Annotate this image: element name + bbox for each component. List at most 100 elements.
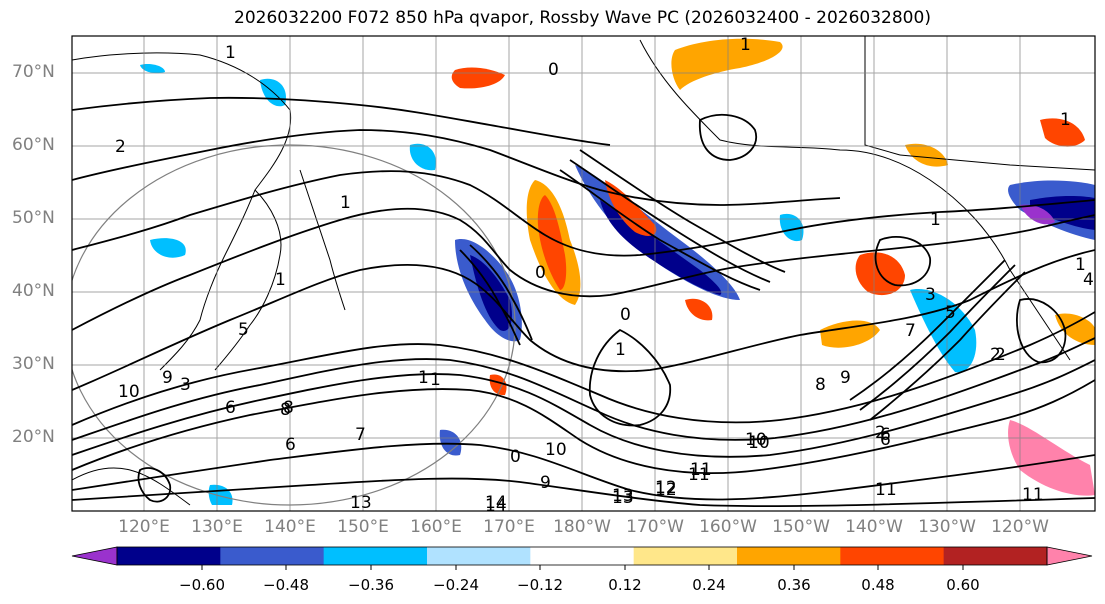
contour-label: 6 [880,425,891,445]
map-frame [71,35,1096,512]
colorbar-segment [427,547,531,565]
contour-label: 11 [688,465,710,485]
lon-label-140w: 140°W [845,517,903,537]
contour-label: 0 [548,60,559,80]
colorbar-tick-label: 0.48 [861,576,895,594]
lat-label-20n: 20°N [12,427,55,447]
contour-label: 1 [418,368,429,388]
lon-label-130e: 130°E [191,517,243,537]
map-title: 2026032200 F072 850 hPa qvapor, Rossby W… [234,8,931,28]
colorbar-segments [71,546,1093,566]
contour-label: 9 [162,368,173,388]
contour-label: 13 [350,493,372,513]
contour-label: 1 [740,35,751,55]
contour-label: 11 [1022,485,1044,505]
contour-label: 2 [115,137,126,157]
colorbar-segment [840,547,945,565]
contour-label: 6 [225,398,236,418]
contour-label: 7 [905,321,916,341]
map-content [72,36,1095,511]
colorbar-segment [943,547,1048,565]
colorbar-outline [116,546,1048,566]
lon-label-170e: 170°E [483,517,535,537]
contour-label: 1 [1060,110,1071,130]
contour-label: 1 [225,43,236,63]
colorbar-ticks [201,565,964,570]
contour-label: 13 [612,486,634,506]
contour-label: 1 [430,370,441,390]
lon-label-180w: 180°W [553,517,611,537]
colorbar-segment [737,547,841,565]
contour-label: 2 [995,345,1006,365]
colorbar-tick-label: −0.12 [517,576,563,594]
colorbar-segment [633,547,738,565]
lon-label-130w: 130°W [918,517,976,537]
lat-label-60n: 60°N [12,135,55,155]
lon-label-150e: 150°E [337,517,389,537]
colorbar-tick-label: 0.36 [777,576,811,594]
colorbar-segment [220,547,325,565]
contour-label: 8 [280,400,291,420]
contour-label: 1 [930,210,941,230]
contour-label: 7 [355,425,366,445]
contour-label: 6 [880,430,891,450]
contour-label: 3 [180,375,191,395]
contour-label: 14 [485,493,507,513]
contour-label: 5 [945,303,956,323]
colorbar-segment [323,547,428,565]
contour-label: 4 [1083,270,1094,290]
contour-label: 11 [690,460,712,480]
contour-label: 10 [118,382,140,402]
contour-label-group: 1 2 1 0 1 1 0 0 1 0 1 1 1 1 3 2 4 2 5 6 … [115,35,1094,516]
contour-label: 10 [748,433,770,453]
lon-label-150w: 150°W [772,517,830,537]
colorbar-tick-label: −0.24 [433,576,479,594]
contour-label: 13 [612,488,634,508]
lon-label-160e: 160°E [410,517,462,537]
colorbar-segment [117,547,221,565]
contour-label: 9 [840,368,851,388]
lat-label-30n: 30°N [12,354,55,374]
lon-label-140e: 140°E [264,517,316,537]
contour-label: 12 [655,478,677,498]
colorbar-segment [71,546,118,566]
contour-label: 8 [283,398,294,418]
contour-label: 10 [745,430,767,450]
lon-label-120e: 120°E [118,517,170,537]
wave-packet-circle [72,144,516,506]
contour-label: 1 [615,340,626,360]
contour-label: 12 [655,480,677,500]
colorbar-segment [1046,546,1093,566]
colorbar-tick-label: 0.24 [692,576,726,594]
lon-label-170w: 170°W [626,517,684,537]
lon-label-120w: 120°W [991,517,1049,537]
lon-label-160w: 160°W [699,517,757,537]
colorbar-segment [530,547,635,565]
contour-label: 2 [875,423,886,443]
contour-label: 8 [815,375,826,395]
contour-label: 5 [238,320,249,340]
lat-label-40n: 40°N [12,281,55,301]
contour-label: 14 [485,496,507,516]
lat-label-50n: 50°N [12,208,55,228]
lat-label-70n: 70°N [12,62,55,82]
map-background [72,36,1095,511]
colorbar-tick-label: −0.60 [179,576,225,594]
contour-label: 10 [545,440,567,460]
contour-label: 1 [1075,255,1086,275]
contour-label: 0 [620,305,631,325]
contour-label: 2 [990,345,1001,365]
contour-label: 0 [535,263,546,283]
contour-label: 1 [275,270,286,290]
contour-label: 1 [340,193,351,213]
contour-label: 0 [510,447,521,467]
colorbar-tick-label: 0.60 [946,576,980,594]
colorbar-tick-label: 0.12 [608,576,642,594]
colorbar-tick-label: −0.36 [348,576,394,594]
qvapor-contours [72,96,1095,508]
contour-label: 6 [285,435,296,455]
contour-label: 11 [875,480,897,500]
colorbar-tick-label: −0.48 [263,576,309,594]
